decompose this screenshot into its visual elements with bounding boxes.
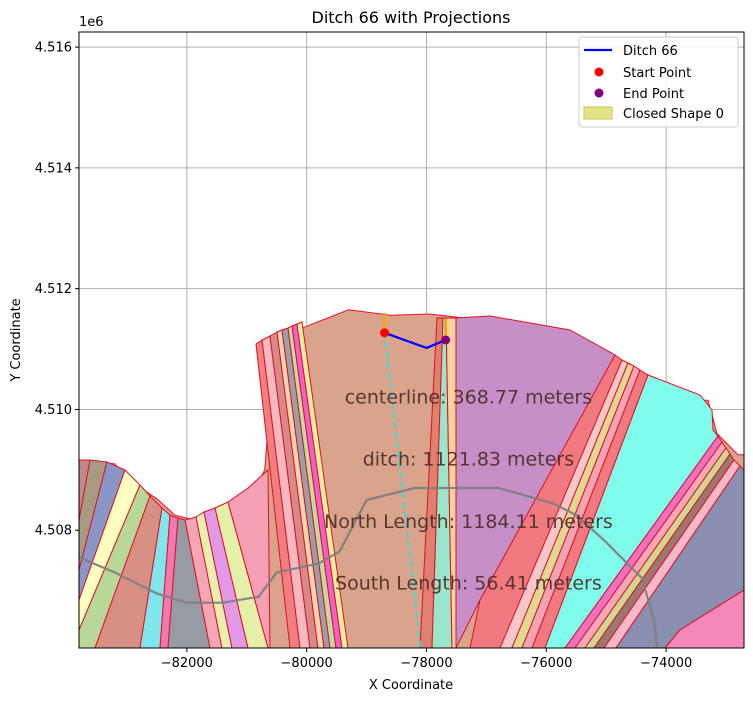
strip bbox=[511, 362, 635, 648]
strip bbox=[603, 459, 741, 648]
strip bbox=[593, 453, 735, 648]
legend-start-point-marker bbox=[594, 67, 604, 77]
strip bbox=[419, 317, 444, 648]
y-offset-label: 1e6 bbox=[79, 15, 104, 30]
plot-frame bbox=[78, 31, 745, 649]
strip bbox=[281, 327, 331, 648]
annotation-text: ditch: 1121.83 meters bbox=[363, 449, 574, 471]
end-point-marker bbox=[441, 335, 451, 345]
start-point-marker bbox=[380, 328, 390, 338]
annotation-text: South Length: 56.41 meters bbox=[335, 572, 602, 594]
annotation-text: centerline: 368.77 meters bbox=[345, 386, 592, 408]
strip bbox=[79, 461, 126, 601]
x-tick-label: −80000 bbox=[281, 656, 333, 671]
legend-closed-shape-label: Closed Shape 0 bbox=[623, 107, 724, 122]
y-tick-label: 4.512 bbox=[35, 282, 72, 297]
strip bbox=[564, 435, 723, 648]
projection-dashed-line bbox=[383, 332, 422, 648]
legend-end-point-label: End Point bbox=[623, 87, 684, 102]
strip bbox=[79, 469, 141, 631]
strip bbox=[255, 339, 301, 648]
boundary-gray-line bbox=[79, 486, 659, 648]
strip bbox=[296, 321, 349, 648]
y-tick-label: 4.514 bbox=[35, 161, 72, 176]
y-tick-label: 4.516 bbox=[35, 41, 72, 56]
y-axis-ticks: 4.508 4.510 4.512 4.514 4.516 bbox=[35, 41, 79, 539]
x-axis-ticks: −82000 −80000 −78000 −76000 −74000 bbox=[161, 648, 692, 671]
strip bbox=[227, 468, 271, 648]
strip bbox=[531, 369, 649, 648]
strip bbox=[159, 514, 179, 648]
strip bbox=[574, 441, 727, 648]
x-tick-label: −74000 bbox=[640, 656, 692, 671]
projection-strips bbox=[79, 315, 744, 648]
strip bbox=[195, 511, 233, 648]
legend-ditch-66-label: Ditch 66 bbox=[623, 44, 678, 59]
strip bbox=[269, 331, 319, 648]
strip bbox=[184, 516, 223, 648]
y-tick-label: 4.508 bbox=[35, 524, 72, 539]
strip bbox=[287, 325, 337, 648]
strip bbox=[445, 317, 457, 648]
annotation-text: North Length: 1184.11 meters bbox=[324, 511, 613, 533]
annotations: centerline: 368.77 meters ditch: 1121.83 … bbox=[324, 386, 613, 594]
strip bbox=[584, 447, 731, 648]
legend-frame bbox=[578, 36, 739, 128]
strip bbox=[261, 335, 311, 648]
strip bbox=[664, 589, 744, 648]
legend-closed-shape-patch bbox=[583, 106, 613, 120]
strip bbox=[167, 517, 211, 648]
x-tick-label: −82000 bbox=[161, 656, 213, 671]
legend-end-point-marker bbox=[594, 88, 604, 98]
map-layer bbox=[79, 309, 744, 648]
y-axis-label: Y Coordinate bbox=[9, 298, 24, 382]
legend-start-point-label: Start Point bbox=[623, 66, 691, 81]
strip bbox=[79, 484, 151, 648]
strip bbox=[499, 359, 629, 648]
strip bbox=[291, 323, 343, 648]
strip bbox=[276, 329, 325, 648]
strip bbox=[521, 365, 641, 648]
strip bbox=[544, 374, 719, 648]
x-tick-label: −76000 bbox=[520, 656, 572, 671]
x-tick-label: −78000 bbox=[400, 656, 452, 671]
strip bbox=[94, 495, 163, 648]
chart-title: Ditch 66 with Projections bbox=[312, 8, 511, 27]
ditch-66-line bbox=[384, 331, 447, 350]
x-axis-label: X Coordinate bbox=[369, 678, 453, 693]
legend: Ditch 66 Start Point End Point Closed Sh… bbox=[578, 36, 739, 128]
y-tick-label: 4.510 bbox=[35, 403, 72, 418]
